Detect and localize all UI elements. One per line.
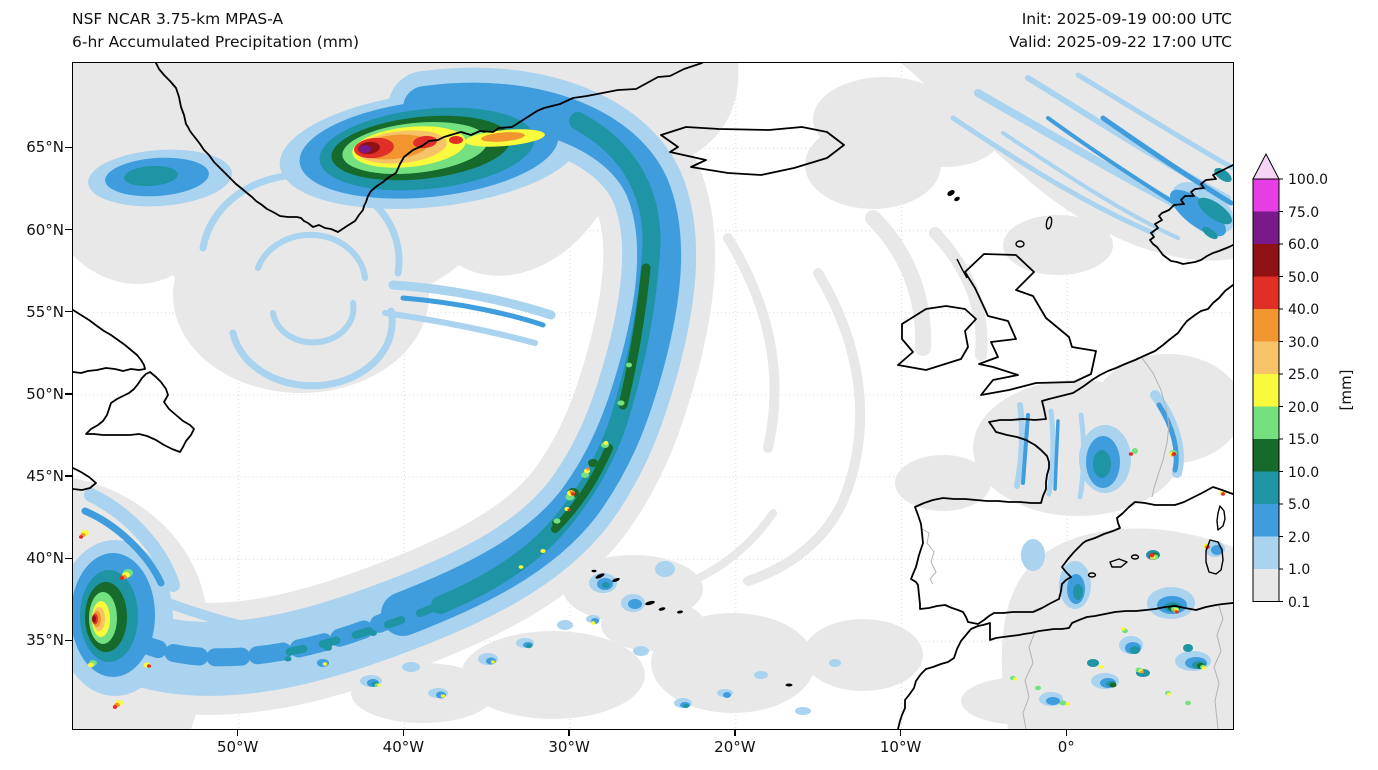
precip-level-60-75: [359, 145, 371, 153]
lon-tick-mark: [899, 728, 902, 736]
coast-ireland: [897, 305, 977, 371]
title-block: NSF NCAR 3.75-km MPAS-A 6-hr Accumulated…: [72, 8, 359, 54]
coast-orkney: [1015, 240, 1025, 248]
lon-tick-label: 10°W: [879, 738, 922, 756]
coast-shetland: [1045, 216, 1053, 230]
lat-tick-mark: [65, 146, 72, 149]
coast-hebrides: [956, 258, 968, 279]
lat-tick-mark: [65, 475, 72, 477]
colorbar-tick-label: 50.0: [1288, 269, 1320, 286]
lat-tick-label: 35°N: [26, 631, 64, 650]
coast-sardinia: [1205, 539, 1224, 575]
coastlines: [73, 63, 1233, 729]
coast-cape-breton: [73, 467, 97, 491]
lon-tick-label: 40°W: [382, 738, 425, 756]
lat-tick-label: 45°N: [26, 467, 64, 485]
valid-time-label: Valid: 2025-09-22 17:00 UTC: [1009, 33, 1232, 51]
precipitation-field: [73, 63, 1233, 729]
colorbar-tick-label: 60.0: [1288, 237, 1320, 253]
time-block: Init: 2025-09-19 00:00 UTC Valid: 2025-0…: [1009, 8, 1232, 54]
coast-continental-europe: [910, 284, 1233, 625]
coast-labrador: [73, 309, 146, 374]
lat-tick-mark: [65, 639, 72, 641]
lat-tick-mark: [65, 393, 72, 395]
lon-tick-mark: [1065, 728, 1067, 736]
coast-iceland: [660, 126, 845, 176]
colorbar-tick-label: 15.0: [1288, 432, 1320, 448]
colorbar-tick-label: 0.1: [1288, 594, 1311, 611]
map-panel: [72, 62, 1234, 730]
lat-tick-label: 50°N: [26, 384, 64, 403]
lon-tick-label: 30°W: [548, 738, 590, 756]
lon-tick-label: 0°: [1057, 738, 1075, 756]
colorbar-tick-label: 20.0: [1288, 399, 1320, 416]
init-time-label: Init: 2025-09-19 00:00 UTC: [1021, 10, 1232, 28]
lon-tick-mark: [237, 728, 239, 736]
lat-tick-label: 60°N: [26, 220, 64, 239]
colorbar-tick-label: 5.0: [1288, 497, 1311, 513]
colorbar-box: [1252, 152, 1286, 609]
coast-mallorca: [1109, 558, 1128, 568]
small-islands: [591, 190, 960, 687]
lat-tick-label: 65°N: [26, 138, 64, 157]
colorbar-tick-label: 10.0: [1288, 464, 1320, 481]
coast-menorca: [1130, 554, 1140, 560]
lon-tick-label: 20°W: [714, 738, 756, 756]
lat-tick-mark: [65, 228, 72, 231]
colorbar-tick-label: 30.0: [1288, 334, 1320, 351]
figure-title: NSF NCAR 3.75-km MPAS-A: [72, 10, 284, 28]
colorbar-tick-label: 25.0: [1288, 367, 1320, 383]
colorbar: [1252, 152, 1283, 602]
lat-tick-mark: [65, 311, 72, 313]
lon-tick-mark: [568, 728, 570, 736]
lon-tick-mark: [734, 728, 736, 736]
coast-ibiza: [1087, 572, 1097, 578]
coast-newfoundland: [85, 371, 195, 453]
precipitation-map: [73, 63, 1233, 729]
lon-tick-mark: [402, 728, 405, 736]
coast-great-britain: [964, 253, 1097, 396]
figure-subtitle: 6-hr Accumulated Precipitation (mm): [72, 33, 359, 51]
colorbar-tick-label: 1.0: [1288, 562, 1311, 578]
colorbar-tick-label: 2.0: [1288, 529, 1311, 546]
lat-tick-label: 55°N: [26, 302, 64, 321]
colorbar-overflow-arrow: [1252, 152, 1280, 180]
lon-tick-label: 50°W: [216, 738, 259, 756]
colorbar-tick-label: 75.0: [1288, 204, 1320, 221]
coast-corsica: [1216, 505, 1226, 531]
coast-greenland: [155, 63, 703, 233]
coast-north-africa: [897, 602, 1233, 729]
colorbar-tick-label: 40.0: [1288, 302, 1320, 318]
coast-norway: [1149, 164, 1233, 265]
lat-tick-mark: [65, 557, 72, 559]
colorbar-tick-label: 100.0: [1288, 172, 1329, 188]
country-borders: [921, 357, 1224, 729]
lat-tick-label: 40°N: [26, 549, 64, 568]
